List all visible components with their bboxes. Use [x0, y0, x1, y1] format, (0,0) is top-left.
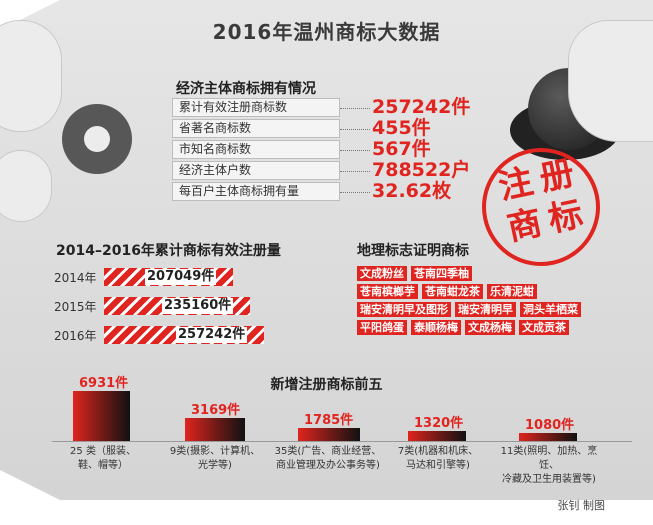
top5-category: 35类(广告、商业经营、 商业管理及办公事务等)	[272, 445, 384, 473]
top5-axis	[52, 441, 632, 442]
cumulative-bar-label: 257242件	[176, 327, 248, 343]
top5-bar-label: 1320件	[414, 416, 464, 431]
geo-row: 平阳鸽蛋 泰顺杨梅 文成杨梅 文成贡茶	[357, 320, 573, 335]
stat-label: 经济主体户数	[172, 161, 340, 180]
stat-leader-line	[340, 129, 370, 130]
top5-bar	[408, 431, 466, 441]
stat-leader-line	[340, 171, 370, 172]
top5-category-line: 冷藏及卫生用装置等)	[502, 474, 596, 485]
top5-category: 9类(摄影、计算机、 光学等)	[159, 445, 271, 473]
stats-heading: 经济主体商标拥有情况	[176, 81, 316, 97]
stat-value: 455件	[372, 117, 431, 139]
stat-value: 788522户	[372, 159, 471, 181]
geo-item: 文成杨梅	[465, 320, 515, 335]
stat-leader-line	[340, 192, 370, 193]
year-label: 2015年	[54, 300, 97, 314]
stat-value: 567件	[372, 138, 431, 160]
cumulative-bar-label: 207049件	[145, 269, 217, 285]
geo-row: 文成粉丝 苍南四季柚	[357, 266, 476, 281]
geo-item: 苍南四季柚	[411, 266, 472, 281]
stat-label: 市知名商标数	[172, 140, 340, 159]
top5-category: 25 类（服装、 鞋、帽等）	[47, 445, 159, 473]
top5-chart-title: 新增注册商标前五	[270, 377, 383, 393]
seal-char: 标	[544, 194, 587, 241]
top5-category: 7类(机器和机床、 马达和引擎等)	[382, 445, 494, 473]
top5-category-line: 25 类（服装、	[70, 446, 136, 457]
left-hand-thumb	[0, 20, 62, 132]
credit: 张钊 制图	[557, 499, 606, 512]
geo-item: 文成贡茶	[519, 320, 569, 335]
year-label: 2016年	[54, 329, 97, 343]
geo-item: 平阳鸽蛋	[357, 320, 407, 335]
stat-label: 省著名商标数	[172, 119, 340, 138]
top5-bar-label: 6931件	[79, 376, 129, 391]
stat-leader-line	[340, 108, 370, 109]
top5-bar-label: 3169件	[191, 403, 241, 418]
top5-bar	[185, 418, 245, 441]
geo-item: 苍南槟榔芋	[357, 284, 418, 299]
left-hand-finger	[0, 150, 52, 222]
geo-item: 泰顺杨梅	[411, 320, 461, 335]
seal-char: 商	[503, 202, 546, 249]
top5-category-line: 光学等)	[198, 460, 232, 471]
top5-bar-label: 1080件	[525, 418, 575, 433]
stat-value: 32.62枚	[372, 180, 452, 202]
top5-bar	[73, 391, 130, 441]
geo-item: 瑞安清明早及图形	[357, 302, 451, 317]
geo-item: 洞头羊栖菜	[520, 302, 581, 317]
top5-category-line: 鞋、帽等）	[78, 460, 128, 471]
top5-category-line: 商业管理及办公事务等)	[276, 460, 380, 471]
stat-label: 每百户主体商标拥有量	[172, 182, 340, 201]
geo-item: 苍南蚶龙茶	[422, 284, 483, 299]
tag-eyelet-hole	[84, 126, 110, 152]
top5-category-line: 35类(广告、商业经营、	[274, 446, 382, 457]
top5-category-line: 11类(照明、加热、烹饪、	[500, 446, 598, 471]
top5-category: 11类(照明、加热、烹饪、冷藏及卫生用装置等)	[493, 445, 605, 487]
cumulative-chart-title: 2014–2016年累计商标有效注册量	[56, 243, 281, 259]
geo-item: 文成粉丝	[357, 266, 407, 281]
stat-value: 257242件	[372, 96, 471, 118]
geo-row: 苍南槟榔芋 苍南蚶龙茶 乐清泥蚶	[357, 284, 541, 299]
top5-category-line: 9类(摄影、计算机、	[169, 446, 261, 457]
stat-leader-line	[340, 150, 370, 151]
geo-heading: 地理标志证明商标	[357, 243, 469, 259]
top5-bar	[298, 428, 360, 441]
top5-category-line: 7类(机器和机床、	[397, 446, 479, 457]
stat-label: 累计有效注册商标数	[172, 98, 340, 117]
year-label: 2014年	[54, 271, 97, 285]
geo-item: 乐清泥蚶	[487, 284, 537, 299]
right-hand	[568, 20, 653, 142]
cumulative-bar-label: 235160件	[162, 298, 234, 314]
geo-row: 瑞安清明早及图形 瑞安清明早 洞头羊栖菜	[357, 302, 585, 317]
seal-char: 注	[495, 161, 537, 208]
geo-item: 瑞安清明早	[455, 302, 516, 317]
seal-char: 册	[536, 152, 578, 200]
top5-bar-label: 1785件	[304, 413, 354, 428]
top5-category-line: 马达和引擎等)	[406, 460, 470, 471]
top5-bar	[519, 433, 577, 441]
page-title: 2016年温州商标大数据	[212, 20, 441, 44]
